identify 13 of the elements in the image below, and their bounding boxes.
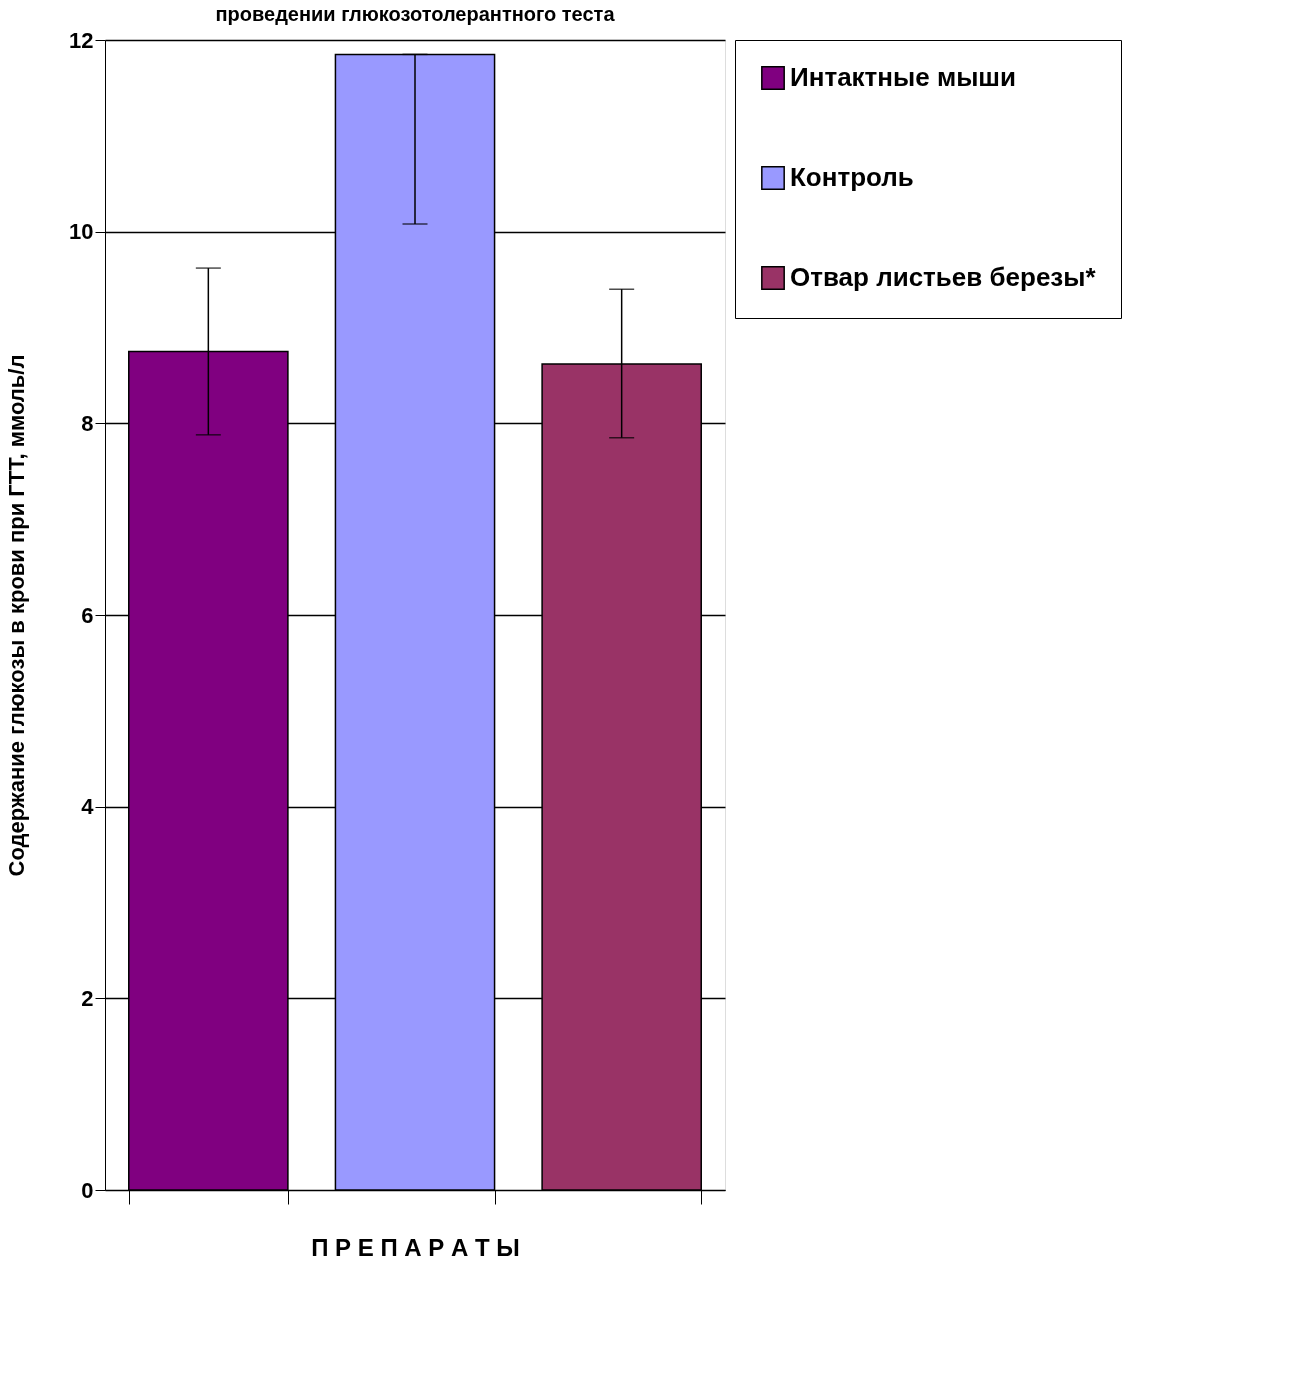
y-tick-label: 4 — [81, 794, 95, 820]
legend-label: Интактные мыши — [790, 62, 1017, 92]
y-tick-label: 12 — [69, 27, 94, 53]
y-tick-label: 2 — [81, 985, 94, 1011]
y-axis-title: Содержание глюкозы в крови при ГТТ, ммоль/л — [4, 354, 30, 877]
y-tick-label: 8 — [81, 410, 94, 436]
chart-title: проведении глюкозотолерантного теста — [215, 3, 616, 25]
y-tick-label: 0 — [81, 1177, 94, 1203]
y-tick-label: 6 — [81, 602, 94, 628]
y-tick-label: 10 — [69, 219, 94, 245]
legend-label: Контроль — [790, 162, 914, 192]
legend-label: Отвар листьев березы* — [790, 262, 1097, 292]
x-axis-title: П Р Е П А Р А Т Ы — [311, 1233, 520, 1261]
